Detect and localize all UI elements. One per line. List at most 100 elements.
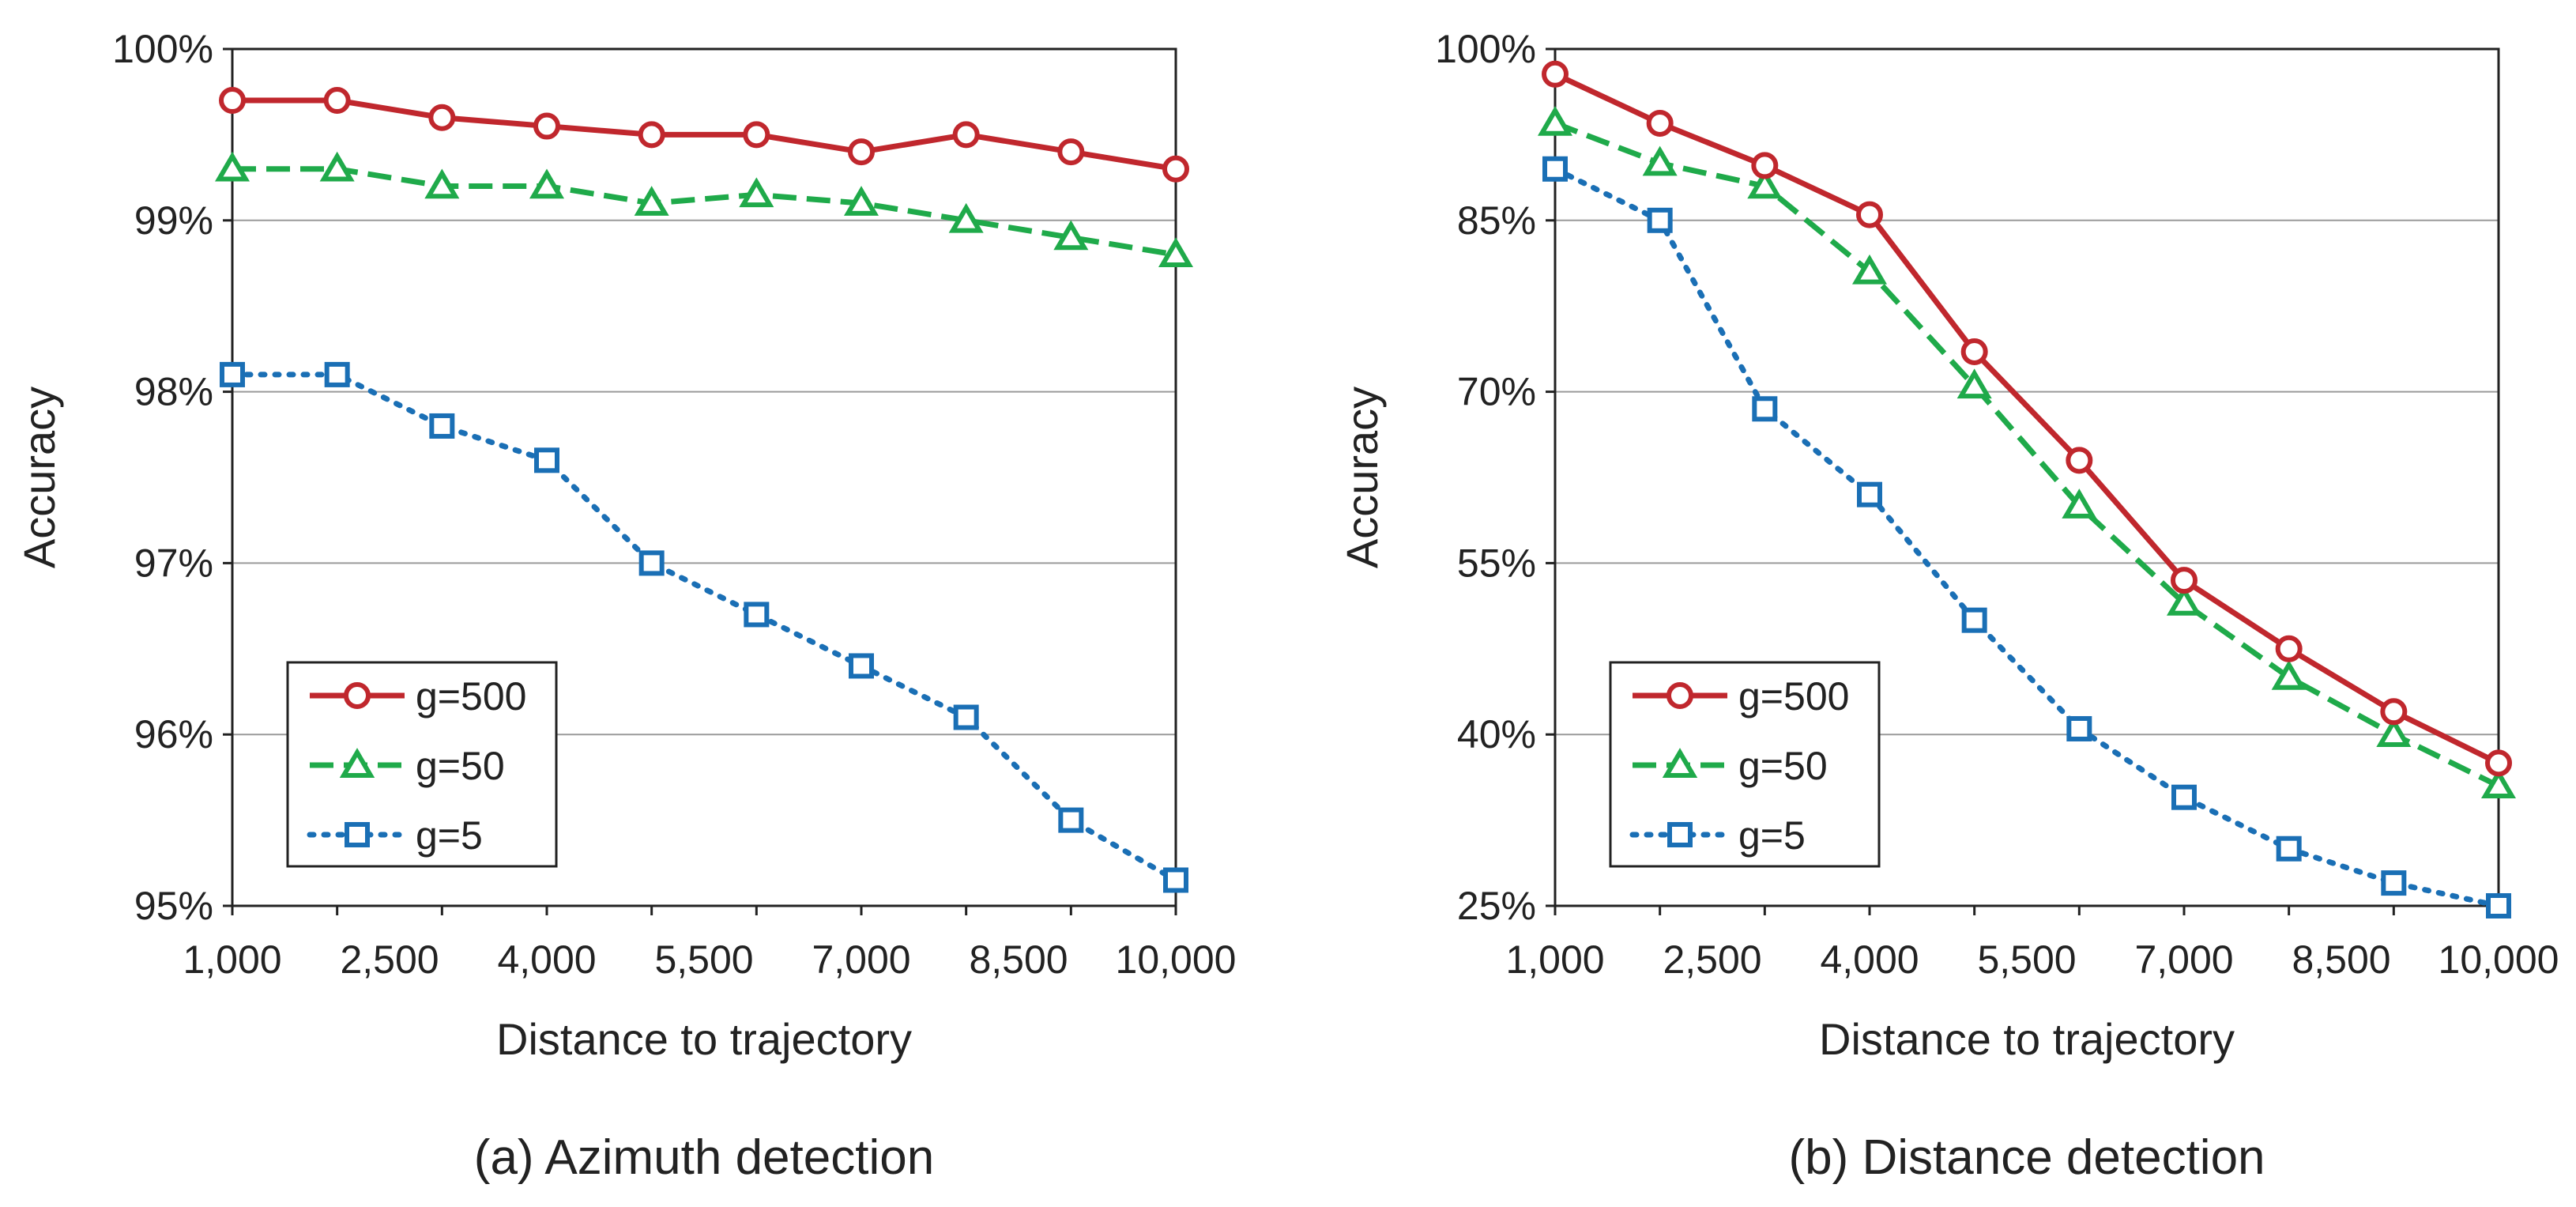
line-g=500 <box>1554 71 2500 766</box>
point-g=500-10 <box>1162 155 1189 183</box>
point-g=50-8 <box>948 202 984 233</box>
series-g=500 <box>1542 60 2512 777</box>
x-axis-label: Distance to trajectory <box>1819 1014 2235 1064</box>
point-g=50-10 <box>1158 237 1194 267</box>
point-g=5-9 <box>2381 870 2407 896</box>
point-g=50-5 <box>634 186 669 216</box>
point-g=5-1 <box>220 361 245 387</box>
point-g=5-7 <box>2171 784 2197 810</box>
point-g=50-10 <box>2480 768 2517 799</box>
point-g=500-5 <box>638 121 665 149</box>
legend-marker <box>339 748 375 778</box>
point-g=50-6 <box>739 177 774 208</box>
chart-caption: (b) Distance detection <box>1788 1130 2265 1185</box>
legend-label: g=500 <box>1738 674 1849 719</box>
legend-marker <box>345 822 370 847</box>
chart-caption: (a) Azimuth detection <box>474 1130 934 1185</box>
y-tick-label: 40% <box>1457 712 1536 756</box>
x-tick-label: 8,500 <box>969 937 1068 982</box>
point-g=500-10 <box>2485 749 2512 777</box>
line-g=50 <box>232 166 1177 258</box>
point-g=50-3 <box>424 168 460 199</box>
point-g=5-6 <box>2066 715 2092 741</box>
point-g=50-1 <box>1537 105 1573 136</box>
legend-label: g=500 <box>416 674 526 719</box>
point-g=500-9 <box>2380 698 2408 726</box>
point-g=5-1 <box>1542 156 1568 182</box>
point-g=50-2 <box>1642 145 1678 176</box>
gridlines <box>232 219 1176 736</box>
point-g=500-6 <box>743 121 770 149</box>
x-tick-label: 5,500 <box>654 937 753 982</box>
point-g=500-2 <box>1646 109 1674 137</box>
y-tick-label: 97% <box>134 541 213 585</box>
chart-distance-detection: 25% 40% 55% 70% 85% 100% 1,000 2,500 4,000 5,500 7… <box>1337 27 2559 1185</box>
legend: g=500 g=50 g=5 <box>286 661 558 868</box>
x-tick-label: 5,500 <box>1977 937 2076 982</box>
legend-entry-g=5: g=5 <box>1629 813 1806 858</box>
line-g=5 <box>229 372 1179 883</box>
series-g=5 <box>220 361 1188 893</box>
point-g=500-1 <box>1542 60 1569 88</box>
series-g=5 <box>1542 156 2511 918</box>
line-g=500 <box>232 97 1177 172</box>
point-g=50-2 <box>319 151 355 182</box>
y-axis-label: Accuracy <box>1337 387 1387 568</box>
point-g=500-9 <box>1057 138 1085 166</box>
y-tick-label: 85% <box>1457 198 1536 243</box>
x-tick-label: 10,000 <box>1116 937 1237 982</box>
point-g=5-4 <box>534 447 559 473</box>
point-g=500-8 <box>2275 635 2303 662</box>
point-g=5-3 <box>1752 396 1778 422</box>
legend-entry-g=500: g=500 <box>1633 674 1849 719</box>
series-g=500 <box>219 87 1189 183</box>
point-g=500-1 <box>219 87 246 115</box>
legend-entry-g=5: g=5 <box>307 813 483 858</box>
point-g=50-7 <box>2166 586 2202 616</box>
point-g=500-6 <box>2066 447 2093 474</box>
point-g=50-1 <box>214 151 250 182</box>
x-axis-label: Distance to trajectory <box>496 1014 912 1064</box>
x-tick-label: 2,500 <box>1663 937 1761 982</box>
x-tick-label: 7,000 <box>2134 937 2233 982</box>
point-g=5-4 <box>1857 481 1882 507</box>
chart-azimuth-detection: 95% 96% 97% 98% 99% 100% 1,000 2,500 4,000 5,500 7… <box>14 27 1236 1185</box>
line-g=50 <box>1554 120 2500 789</box>
point-g=500-3 <box>428 104 456 131</box>
x-tick-label: 4,000 <box>1820 937 1919 982</box>
x-tick-label: 1,000 <box>183 937 281 982</box>
plot-frame <box>1554 47 2500 907</box>
point-g=50-9 <box>1053 220 1089 251</box>
legend-label: g=5 <box>1738 813 1806 858</box>
y-tick-label: 98% <box>134 370 213 414</box>
point-g=50-9 <box>2376 717 2412 747</box>
legend-marker <box>1662 748 1698 778</box>
y-tick-label: 100% <box>1435 27 1536 71</box>
y-tick-label: 96% <box>134 712 213 756</box>
point-g=500-2 <box>323 87 351 115</box>
legend-marker <box>1667 822 1693 847</box>
gridlines <box>1555 219 2499 736</box>
point-g=500-4 <box>1856 201 1883 228</box>
point-g=500-7 <box>2171 567 2198 594</box>
x-tick-label: 8,500 <box>2292 937 2390 982</box>
point-g=500-5 <box>1960 338 1988 366</box>
point-g=5-9 <box>1058 807 1084 833</box>
x-tick-label: 2,500 <box>340 937 439 982</box>
point-g=50-7 <box>843 186 879 216</box>
point-g=5-10 <box>2486 893 2511 918</box>
y-tick-label: 95% <box>134 884 213 928</box>
point-g=5-5 <box>1961 607 1987 633</box>
point-g=500-7 <box>848 138 875 166</box>
point-g=5-8 <box>2276 835 2302 862</box>
y-axis-label: Accuracy <box>14 387 64 568</box>
line-g=5 <box>1552 166 2502 909</box>
point-g=5-3 <box>429 413 455 439</box>
x-tick-label: 1,000 <box>1505 937 1604 982</box>
point-g=5-7 <box>849 653 874 679</box>
y-tick-label: 100% <box>112 27 213 71</box>
legend-label: g=50 <box>1738 744 1828 788</box>
point-g=50-6 <box>2062 488 2097 519</box>
series-g=50 <box>1537 105 2517 799</box>
